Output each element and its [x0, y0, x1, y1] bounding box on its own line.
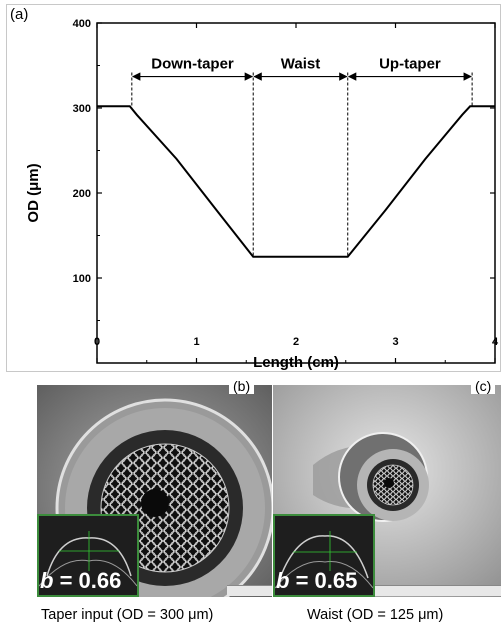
- y-tick-label: 300: [73, 103, 91, 115]
- inset-b: [37, 514, 139, 597]
- inset-c-zoom: [275, 516, 373, 595]
- x-tick-label: 1: [193, 336, 199, 348]
- b-symbol: b: [276, 568, 290, 593]
- panel-a-label: (a): [10, 6, 29, 23]
- caption-waist: Waist (OD = 125 μm): [307, 607, 444, 623]
- caption-taper-input: Taper input (OD = 300 μm): [41, 607, 214, 623]
- region-label: Down-taper: [151, 56, 234, 73]
- y-tick-label: 400: [73, 18, 91, 30]
- x-tick-label: 4: [492, 336, 499, 348]
- panel-a-frame: [6, 4, 501, 372]
- inset-b-zoom: [39, 516, 137, 595]
- sem-info-bar-b: [227, 585, 272, 596]
- b-value: = 0.65: [289, 568, 358, 593]
- panel-c-label: (c): [471, 378, 496, 394]
- plot-frame: [96, 22, 496, 364]
- y-tick-label: 100: [73, 273, 91, 285]
- region-label: Up-taper: [379, 56, 441, 73]
- x-axis-label-text: Length (cm): [253, 354, 339, 371]
- x-tick-label: 0: [94, 336, 100, 348]
- x-tick-label: 3: [392, 336, 398, 348]
- panel-b-label: (b): [229, 378, 255, 394]
- inset-c: [273, 514, 375, 597]
- y-axis-label: OD (μm): [25, 163, 42, 222]
- od-curve: [97, 105, 495, 258]
- b-value-waist: b = 0.65: [276, 568, 357, 594]
- sem-info-bar-c: [373, 585, 501, 596]
- od-vs-length-chart: 0 1 2 3 4 100 200 300 400 Down-taper Waist Up-tape…: [25, 18, 499, 371]
- b-symbol: b: [40, 568, 54, 593]
- b-value-taper-input: b = 0.66: [40, 568, 121, 594]
- y-tick-label: 200: [73, 188, 91, 200]
- region-label: Waist: [281, 56, 320, 73]
- b-value: = 0.66: [53, 568, 122, 593]
- x-tick-label: 2: [293, 336, 299, 348]
